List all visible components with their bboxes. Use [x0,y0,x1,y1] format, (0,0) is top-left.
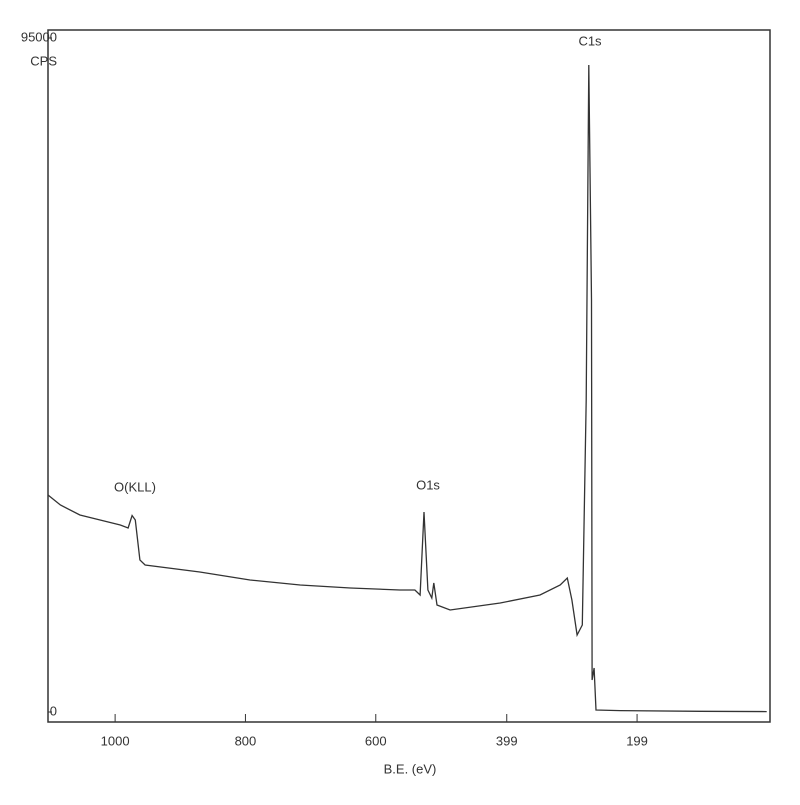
x-tick-label: 399 [496,733,518,748]
y-tick-label: 0 [50,703,57,718]
spectrum-line [47,64,767,713]
x-tick-label: 800 [235,733,257,748]
plot-frame [47,29,771,723]
x-tick-label: 199 [626,733,648,748]
x-axis-label: B.E. (eV) [384,761,437,776]
y-axis-label: CPS [30,53,57,68]
y-tick-label: 95000 [21,29,57,44]
peak-annotation: O1s [416,477,440,492]
peak-annotation: C1s [578,33,602,48]
x-tick-label: 1000 [101,733,130,748]
x-tick-label: 600 [365,733,387,748]
peak-annotation: O(KLL) [114,479,156,494]
